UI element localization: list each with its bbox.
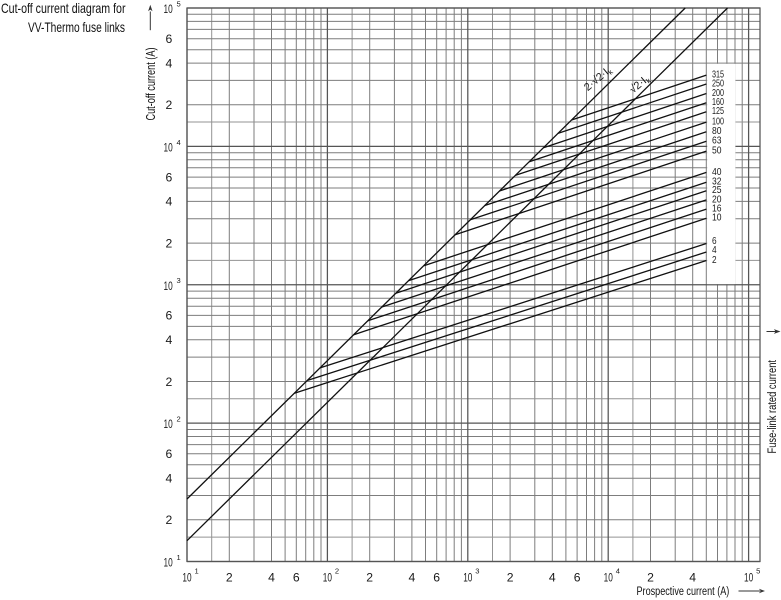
svg-text:4: 4 — [616, 567, 620, 576]
svg-text:6: 6 — [293, 571, 300, 585]
svg-text:100: 100 — [712, 117, 724, 128]
svg-text:3: 3 — [475, 567, 479, 576]
svg-text:160: 160 — [712, 97, 724, 108]
svg-text:2: 2 — [507, 571, 514, 585]
svg-text:2: 2 — [647, 571, 654, 585]
svg-text:50: 50 — [712, 146, 722, 157]
svg-text:4: 4 — [712, 245, 717, 256]
svg-text:1: 1 — [195, 567, 199, 576]
svg-text:32: 32 — [712, 177, 722, 188]
svg-text:5: 5 — [756, 567, 760, 576]
svg-text:2: 2 — [166, 513, 173, 527]
svg-text:2: 2 — [166, 98, 173, 112]
svg-text:25: 25 — [712, 185, 722, 196]
svg-text:2: 2 — [712, 255, 717, 266]
svg-text:6: 6 — [166, 32, 173, 46]
svg-text:2: 2 — [335, 567, 339, 576]
svg-text:6: 6 — [166, 170, 173, 184]
svg-text:4: 4 — [268, 571, 275, 585]
svg-text:6: 6 — [574, 571, 581, 585]
svg-text:10: 10 — [712, 213, 722, 224]
svg-text:2: 2 — [366, 571, 373, 585]
svg-text:80: 80 — [712, 126, 722, 137]
svg-text:4: 4 — [549, 571, 556, 585]
svg-text:16: 16 — [712, 204, 722, 215]
svg-text:10: 10 — [164, 2, 173, 16]
svg-text:4: 4 — [166, 333, 173, 347]
svg-text:1: 1 — [177, 553, 181, 562]
svg-text:6: 6 — [166, 447, 173, 461]
svg-text:10: 10 — [164, 417, 173, 431]
svg-text:10: 10 — [164, 556, 173, 570]
svg-text:VV-Thermo fuse links: VV-Thermo fuse links — [28, 20, 125, 35]
svg-text:Fuse-link rated current: Fuse-link rated current — [765, 360, 779, 454]
svg-text:2: 2 — [226, 571, 233, 585]
svg-text:Prospective current (A): Prospective current (A) — [637, 586, 730, 598]
svg-text:10: 10 — [164, 279, 173, 293]
svg-text:6: 6 — [433, 571, 440, 585]
svg-text:4: 4 — [166, 472, 173, 486]
svg-text:10: 10 — [604, 571, 613, 585]
svg-text:3: 3 — [177, 276, 181, 285]
svg-text:4: 4 — [689, 571, 696, 585]
svg-text:63: 63 — [712, 136, 722, 147]
svg-text:250: 250 — [712, 78, 724, 89]
svg-text:2: 2 — [177, 415, 181, 424]
svg-text:6: 6 — [712, 236, 717, 247]
svg-text:10: 10 — [463, 571, 472, 585]
svg-text:200: 200 — [712, 88, 724, 99]
svg-text:10: 10 — [164, 140, 173, 154]
svg-text:125: 125 — [712, 106, 724, 117]
svg-text:4: 4 — [177, 138, 181, 147]
svg-text:4: 4 — [166, 56, 173, 70]
svg-text:5: 5 — [177, 0, 181, 9]
svg-text:315: 315 — [712, 70, 724, 81]
svg-text:2: 2 — [166, 375, 173, 389]
svg-text:10: 10 — [182, 571, 191, 585]
svg-text:40: 40 — [712, 167, 722, 178]
svg-text:20: 20 — [712, 194, 722, 205]
svg-text:Cut-off current (A): Cut-off current (A) — [144, 48, 158, 121]
svg-text:6: 6 — [166, 309, 173, 323]
svg-text:2: 2 — [166, 236, 173, 250]
svg-text:10: 10 — [744, 571, 753, 585]
svg-text:10: 10 — [323, 571, 332, 585]
svg-text:Cut-off current diagram for: Cut-off current diagram for — [1, 1, 126, 16]
svg-text:4: 4 — [166, 195, 173, 209]
svg-text:4: 4 — [409, 571, 416, 585]
